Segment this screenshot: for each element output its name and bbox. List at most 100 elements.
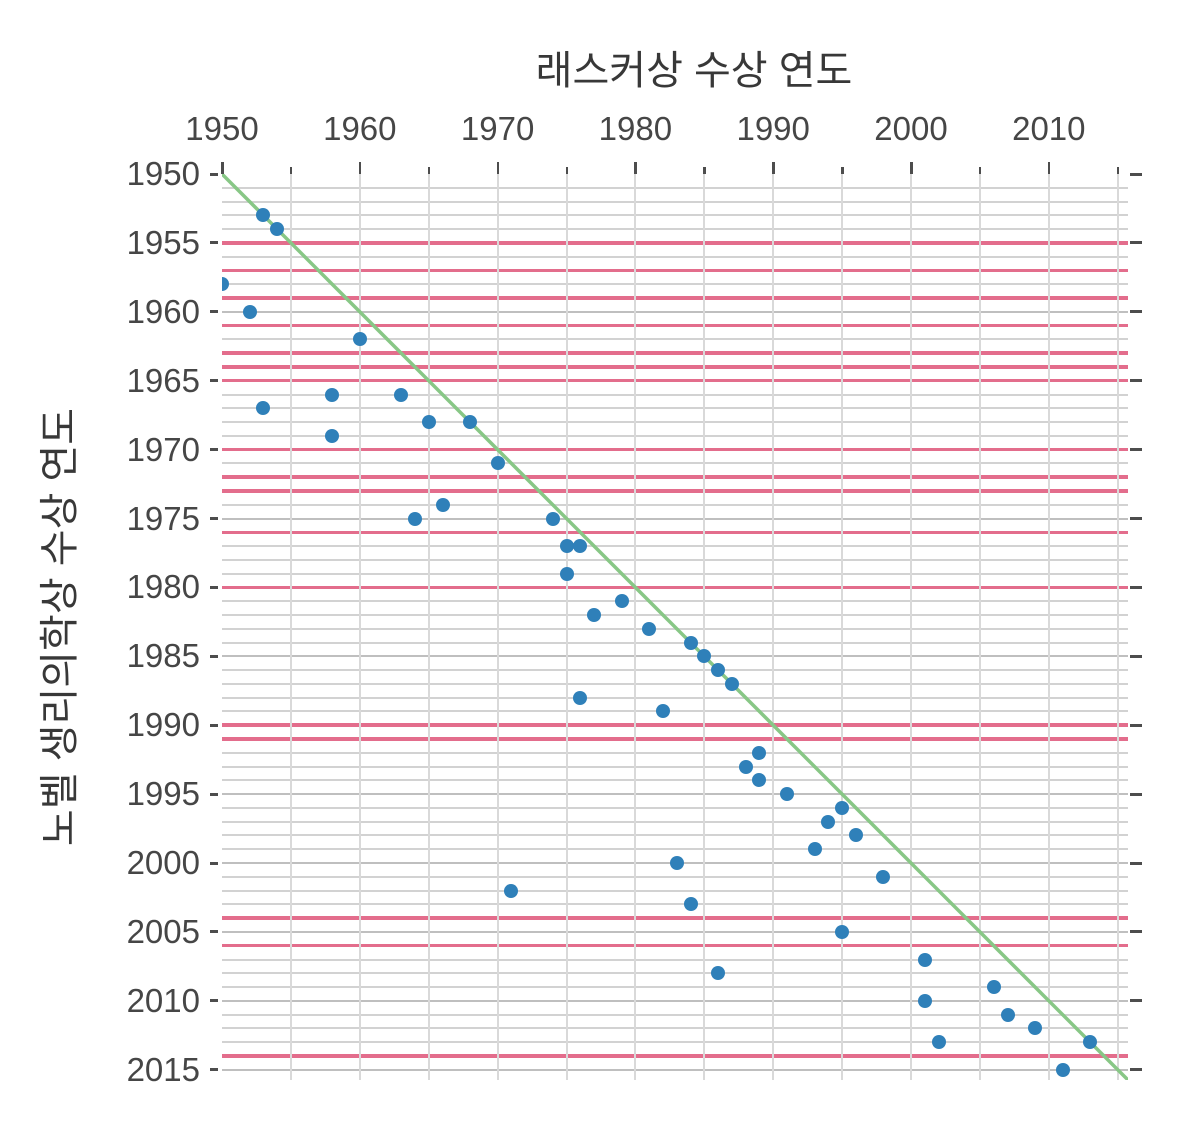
data-point-lasker-1994-nobel-1997	[821, 814, 836, 829]
year-gridline-1986	[222, 669, 1128, 672]
year-gridline-2013	[222, 1041, 1128, 1044]
data-point-lasker-1989-nobel-1992	[752, 745, 767, 760]
data-point-lasker-2001-nobel-2010	[917, 993, 932, 1008]
x-tick-2010	[1047, 162, 1051, 174]
data-point-lasker-2006-nobel-2009	[986, 980, 1001, 994]
vertical-gridline-1960	[358, 174, 361, 1080]
y-tick-label-1995: 1995	[126, 775, 200, 813]
year-gridline-2008	[222, 972, 1128, 975]
year-gridline-1952	[222, 200, 1128, 203]
vertical-gridline-1985	[703, 174, 706, 1080]
data-point-lasker-1954-nobel-1954	[270, 222, 285, 237]
y-tick-right-2000	[1130, 861, 1142, 865]
x-tick-1995	[841, 167, 844, 174]
year-gridline-1979	[222, 572, 1128, 575]
x-tick-1955	[289, 167, 293, 174]
y-tick-right-1965	[1130, 379, 1142, 383]
data-point-lasker-1958-nobel-1969	[325, 428, 340, 443]
data-point-lasker-1952-nobel-1960	[242, 304, 257, 319]
pink-year-line-2006	[222, 943, 1128, 948]
year-gridline-1999	[222, 848, 1128, 851]
vertical-gridline-1955	[289, 174, 292, 1080]
year-gridline-1960	[222, 310, 1128, 313]
year-gridline-1953	[222, 214, 1128, 217]
y-tick-right-2010	[1130, 999, 1142, 1003]
year-gridline-2001	[222, 875, 1128, 878]
y-tick-left-2000	[210, 861, 218, 865]
pink-year-line-2014	[222, 1054, 1128, 1058]
year-gridline-1962	[222, 338, 1128, 341]
data-point-lasker-1950-nobel-1958	[222, 277, 229, 292]
data-point-lasker-1988-nobel-1993	[738, 759, 753, 774]
x-tick-label-1960: 1960	[323, 110, 397, 147]
y-tick-right-1975	[1130, 517, 1142, 520]
y-tick-left-2010	[210, 999, 218, 1003]
year-gridline-1971	[222, 462, 1128, 465]
year-gridline-1956	[222, 255, 1128, 258]
pink-year-line-1990	[222, 723, 1128, 727]
year-gridline-1987	[222, 682, 1128, 685]
x-tick-1985	[703, 167, 706, 174]
y-tick-right-1960	[1130, 310, 1142, 314]
year-gridline-1977	[222, 545, 1128, 548]
pink-year-line-1972	[222, 475, 1128, 479]
data-point-lasker-1953-nobel-1953	[256, 208, 271, 223]
x-tick-label-1950: 1950	[185, 110, 259, 147]
year-gridline-1951	[222, 186, 1128, 189]
y-tick-right-2015	[1130, 1068, 1142, 1072]
data-point-lasker-1975-nobel-1979	[559, 566, 574, 581]
year-gridline-1958	[222, 283, 1128, 286]
x-tick-1975	[565, 167, 568, 174]
data-point-lasker-2013-nobel-2013	[1083, 1035, 1098, 1050]
data-point-lasker-1979-nobel-1981	[614, 594, 629, 609]
year-gridline-2009	[222, 986, 1128, 988]
data-point-lasker-1982-nobel-1989	[656, 704, 670, 719]
y-tick-left-1975	[210, 517, 218, 520]
data-point-lasker-1998-nobel-2001	[876, 869, 891, 884]
year-gridline-1994	[222, 779, 1128, 782]
data-point-lasker-1996-nobel-1998	[848, 828, 863, 843]
y-tick-right-1980	[1130, 585, 1142, 589]
y-tick-left-1980	[210, 585, 218, 589]
data-point-lasker-1983-nobel-2000	[669, 856, 684, 870]
data-point-lasker-1986-nobel-1986	[711, 663, 726, 678]
vertical-gridline-1990	[772, 174, 775, 1080]
x-tick-label-2010: 2010	[1012, 110, 1086, 147]
y-tick-left-1955	[210, 241, 218, 245]
year-gridline-1981	[222, 600, 1128, 603]
plot-area	[222, 174, 1128, 1080]
year-gridline-1988	[222, 696, 1128, 699]
y-tick-left-1995	[210, 792, 218, 796]
data-point-lasker-2011-nobel-2015	[1055, 1062, 1070, 1077]
year-gridline-2011	[222, 1013, 1128, 1016]
year-gridline-2015	[222, 1068, 1128, 1071]
x-tick-label-1980: 1980	[598, 110, 673, 147]
x-tick-2000	[910, 162, 913, 174]
y-tick-left-1990	[210, 723, 218, 727]
identity-line	[222, 174, 1128, 1080]
data-point-lasker-1965-nobel-1968	[421, 415, 436, 429]
y-tick-label-1960: 1960	[126, 292, 200, 330]
year-gridline-1996	[222, 806, 1128, 809]
pink-year-line-1965	[222, 378, 1128, 383]
pink-year-line-1970	[222, 447, 1128, 452]
y-tick-right-1990	[1130, 723, 1142, 727]
pink-year-line-1991	[222, 737, 1128, 741]
year-gridline-1993	[222, 765, 1128, 768]
pink-year-line-1963	[222, 351, 1128, 355]
data-point-lasker-2009-nobel-2012	[1028, 1021, 1042, 1036]
year-gridline-1992	[222, 751, 1128, 754]
y-tick-left-1950	[210, 172, 218, 176]
x-tick-label-2000: 2000	[874, 110, 948, 147]
data-point-lasker-2007-nobel-2011	[1000, 1007, 1015, 1022]
year-gridline-1995	[222, 793, 1128, 796]
y-tick-right-2005	[1130, 930, 1142, 934]
y-tick-left-1985	[210, 654, 218, 658]
vertical-gridline-1975	[565, 174, 568, 1080]
y-tick-right-1950	[1130, 172, 1142, 176]
data-point-lasker-1970-nobel-1971	[490, 456, 505, 471]
data-point-lasker-1963-nobel-1966	[394, 387, 409, 402]
x-tick-1960	[358, 162, 362, 174]
year-gridline-1967	[222, 407, 1128, 410]
